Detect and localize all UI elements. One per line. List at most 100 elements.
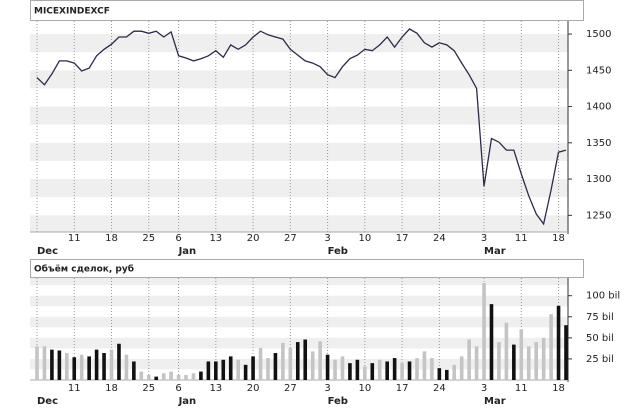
x-tick-label: 13 (209, 233, 222, 244)
volume-bar (79, 354, 84, 380)
volume-bar (273, 353, 278, 380)
x-month-label: Jan (178, 396, 197, 407)
volume-bar (363, 366, 367, 380)
volume-bar (474, 346, 479, 380)
volume-bar (199, 371, 203, 380)
x-tick-label: 17 (396, 233, 409, 244)
x-tick-label: 27 (284, 233, 297, 244)
chart-title: MICEXINDEXCF (34, 7, 110, 17)
grid-band (30, 142, 568, 161)
volume-bar (117, 343, 121, 380)
grid-band (30, 278, 568, 286)
x-tick-label: 10 (358, 383, 371, 394)
grid-band (30, 215, 568, 232)
volume-bar (489, 304, 494, 380)
y-tick-label: 1300 (586, 174, 611, 185)
volume-bar (303, 339, 308, 380)
title-box (30, 259, 584, 278)
x-tick-label: 18 (552, 233, 565, 244)
volume-bar (415, 358, 419, 380)
x-tick-label: 18 (105, 233, 118, 244)
volume-bar (132, 361, 136, 380)
volume-bar (526, 346, 531, 380)
volume-bar (377, 359, 382, 380)
volume-bar (57, 350, 62, 380)
volume-bar (512, 344, 516, 380)
chart-title: Объём сделок, руб (34, 264, 134, 275)
volume-bar (191, 373, 196, 380)
volume-bar (564, 325, 568, 380)
volume-bar (72, 357, 77, 380)
y-tick-label: 75 bil (586, 312, 614, 323)
volume-bar (221, 359, 226, 380)
volume-bar (236, 359, 240, 380)
x-tick-label: 27 (284, 383, 297, 394)
volume-bar (437, 368, 442, 380)
x-tick-label: 3 (481, 383, 487, 394)
volume-bar (407, 361, 412, 380)
volume-bar (228, 356, 233, 380)
y-tick-label: 1350 (586, 138, 611, 149)
volume-bar (467, 339, 471, 380)
volume-bar (87, 356, 91, 380)
volume-bar (444, 369, 449, 380)
volume-bar (281, 342, 285, 380)
volume-bar (109, 349, 114, 380)
volume-bar (333, 359, 337, 380)
volume-bar (169, 371, 173, 380)
x-tick-label: 25 (142, 383, 155, 394)
volume-bar (325, 354, 330, 380)
volume-bar (318, 341, 322, 380)
volume-bar (258, 347, 263, 380)
x-month-label: Mar (484, 246, 506, 257)
volume-bar (94, 349, 99, 380)
volume-bar (355, 359, 360, 380)
volume-bar (161, 373, 166, 380)
x-tick-label: 25 (142, 233, 155, 244)
volume-bar (392, 358, 397, 380)
y-tick-label: 1250 (586, 210, 611, 221)
volume-bar (400, 363, 404, 380)
volume-bar (556, 305, 561, 380)
x-tick-label: 17 (396, 383, 409, 394)
grid-band (30, 316, 568, 328)
x-tick-label: 18 (552, 383, 565, 394)
x-tick-label: 20 (247, 383, 260, 394)
x-tick-label: 3 (324, 233, 330, 244)
y-tick-label: 1400 (586, 102, 611, 113)
volume-bar (340, 356, 345, 380)
x-tick-label: 24 (433, 233, 446, 244)
volume-bar (295, 342, 300, 380)
volume-bar (370, 363, 375, 380)
title-box (30, 0, 584, 21)
grid-band (30, 179, 568, 198)
x-tick-label: 6 (175, 233, 181, 244)
volume-bar (459, 356, 464, 380)
x-month-label: Mar (484, 396, 506, 407)
x-tick-label: 11 (515, 233, 528, 244)
x-month-label: Dec (37, 246, 58, 257)
x-month-label: Feb (328, 246, 348, 257)
volume-bar (385, 361, 389, 380)
x-tick-label: 3 (324, 383, 330, 394)
volume-bar (497, 342, 501, 380)
volume-bar (288, 347, 293, 380)
y-tick-label: 100 bil (586, 291, 620, 302)
y-tick-label: 25 bil (586, 354, 614, 365)
volume-bar (504, 322, 509, 380)
x-tick-label: 20 (247, 233, 260, 244)
volume-bar (534, 342, 538, 380)
volume-bar (124, 354, 129, 380)
price-line (36, 28, 567, 226)
volume-bar (65, 353, 69, 380)
volume-bar (154, 376, 159, 380)
volume-bar (139, 371, 144, 380)
y-tick-label: 1500 (586, 29, 611, 40)
volume-bar (266, 358, 270, 380)
grid-band (30, 106, 568, 125)
volume-bar (176, 374, 181, 380)
x-tick-label: 18 (105, 383, 118, 394)
x-month-label: Jan (178, 246, 197, 257)
grid-band (30, 70, 568, 89)
